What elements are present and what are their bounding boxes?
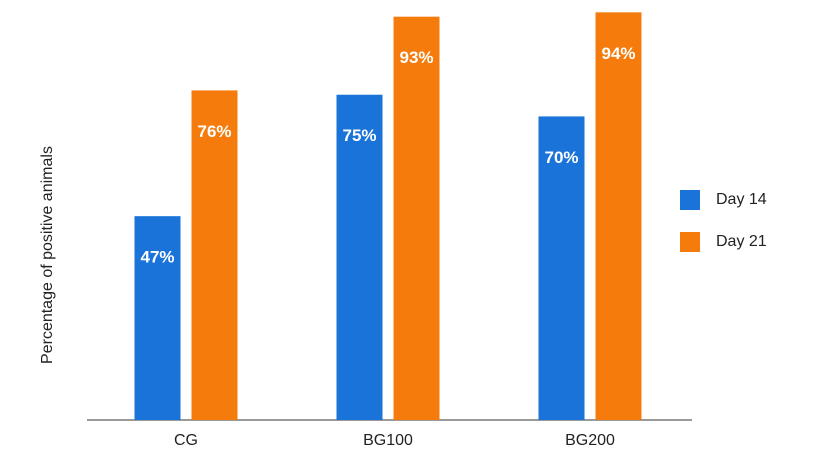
value-label: 47%	[140, 248, 174, 267]
legend-swatch	[680, 232, 700, 252]
legend-label: Day 21	[716, 233, 767, 250]
x-tick-label: BG200	[565, 432, 615, 449]
value-label: 76%	[197, 122, 231, 141]
bar	[393, 16, 440, 421]
value-label: 94%	[601, 44, 635, 63]
bar	[134, 216, 181, 420]
bar	[538, 116, 585, 420]
value-label: 70%	[544, 148, 578, 167]
value-label: 93%	[399, 48, 433, 67]
x-tick-label: CG	[174, 432, 198, 449]
x-tick-label: BG100	[363, 432, 413, 449]
bar	[191, 90, 238, 421]
legend-label: Day 14	[716, 191, 767, 208]
bar	[595, 12, 642, 420]
bar	[336, 94, 383, 420]
y-axis-label: Percentage of positive animals	[39, 146, 56, 364]
legend-swatch	[680, 190, 700, 210]
value-label: 75%	[342, 126, 376, 145]
